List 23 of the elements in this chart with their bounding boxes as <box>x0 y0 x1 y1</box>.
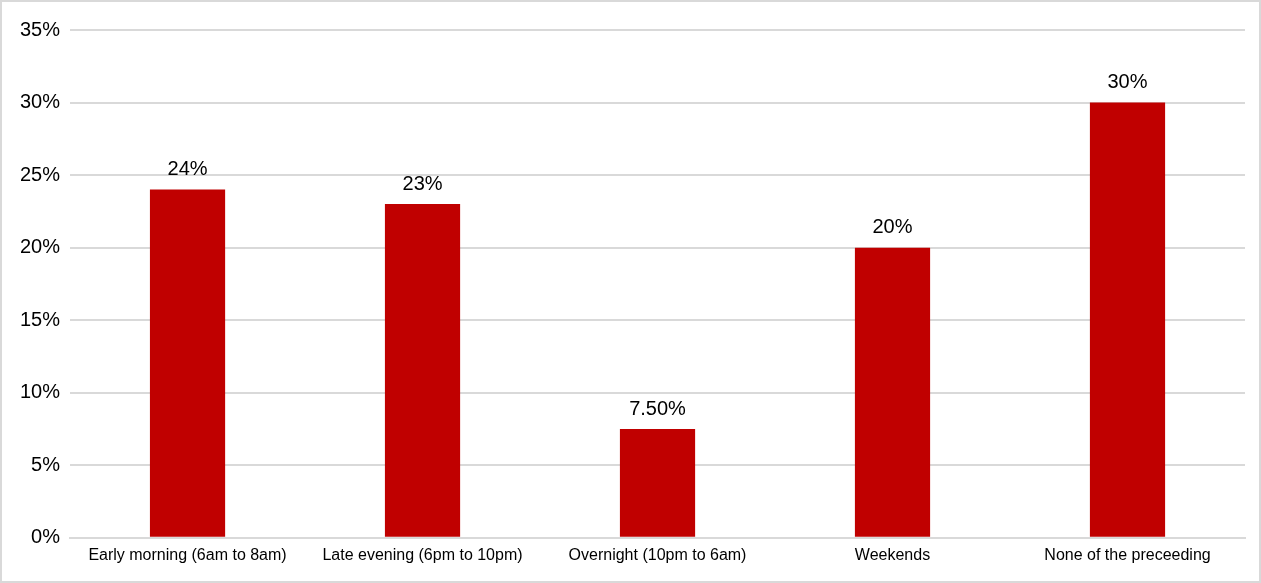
data-label: 30% <box>1107 70 1148 93</box>
bar <box>384 204 461 537</box>
x-tick-label: None of the preceeding <box>1044 545 1211 563</box>
y-tick-label: 20% <box>20 235 61 258</box>
data-label: 7.50% <box>629 396 687 419</box>
data-label: 20% <box>872 215 913 238</box>
y-tick-label: 35% <box>20 17 61 40</box>
y-tick-label: 25% <box>20 162 61 185</box>
x-tick-label: Early morning (6am to 8am) <box>88 545 287 563</box>
bar <box>854 247 931 537</box>
bar <box>619 428 696 537</box>
x-tick-label: Late evening (6pm to 10pm) <box>322 545 523 563</box>
y-tick-label: 5% <box>31 452 61 475</box>
x-tick-label: Weekends <box>854 545 931 563</box>
x-tick-label: Overnight (10pm to 6am) <box>568 545 747 563</box>
data-label: 24% <box>167 157 208 180</box>
y-tick-label: 15% <box>20 307 61 330</box>
y-tick-label: 30% <box>20 90 61 113</box>
bar <box>1089 102 1166 537</box>
bar <box>149 189 226 537</box>
y-tick-label: 10% <box>20 380 61 403</box>
data-label: 23% <box>402 171 443 194</box>
y-tick-label: 0% <box>31 525 61 548</box>
